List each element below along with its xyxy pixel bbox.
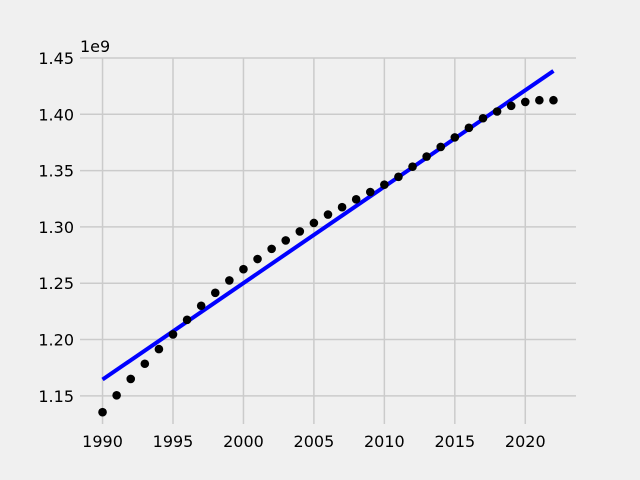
data-point (182, 315, 192, 325)
data-point (281, 236, 291, 245)
data-point (408, 162, 417, 171)
x-tick-label: 2000 (223, 432, 264, 451)
data-point (225, 276, 234, 285)
data-point (351, 195, 361, 204)
data-point (394, 172, 403, 182)
y-tick-label: 1.20 (38, 331, 74, 350)
data-point (253, 254, 262, 264)
y-tick-label: 1.25 (38, 274, 74, 293)
data-point (154, 344, 164, 354)
data-point (112, 390, 121, 400)
data-point (520, 97, 530, 107)
y-tick-label: 1.30 (38, 218, 74, 237)
data-point (98, 407, 107, 417)
data-point (380, 180, 389, 189)
y-tick-label: 1.40 (38, 105, 74, 124)
x-tick-label: 1995 (153, 432, 194, 451)
x-tick-label: 2020 (505, 432, 546, 451)
data-point (535, 95, 544, 105)
data-point (210, 288, 220, 298)
y-offset-label: 1e9 (80, 37, 110, 56)
y-tick-label: 1.15 (38, 387, 74, 406)
y-tick-label: 1.35 (38, 162, 74, 181)
tick-layer: 1990 1995 2000 2005 2010 2015 2020 1.15 1.20 1.25… (38, 49, 545, 451)
data-point (464, 123, 474, 133)
x-tick-label: 2010 (364, 432, 405, 451)
data-point (168, 330, 178, 339)
data-point (492, 107, 502, 116)
series-layer (98, 69, 558, 417)
data-point (295, 227, 305, 236)
x-tick-label: 2015 (434, 432, 475, 451)
data-point (267, 244, 276, 254)
fit-line (101, 69, 555, 382)
data-point (196, 301, 206, 311)
data-point (478, 113, 488, 123)
x-tick-label: 1990 (82, 432, 123, 451)
data-point (506, 101, 516, 111)
data-point (323, 210, 333, 219)
data-point (337, 202, 347, 212)
data-point (365, 187, 375, 197)
data-point (549, 95, 558, 105)
data-point (309, 218, 319, 228)
data-point (436, 142, 446, 152)
data-point (126, 374, 136, 384)
x-tick-label: 2005 (294, 432, 335, 451)
data-point (140, 359, 150, 369)
data-point (450, 133, 460, 142)
y-tick-label: 1.45 (38, 49, 74, 68)
data-point (422, 152, 431, 161)
data-point (239, 264, 248, 274)
